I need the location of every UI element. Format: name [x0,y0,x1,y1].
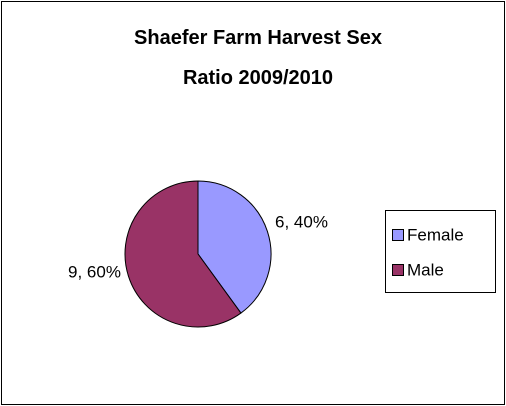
legend-label: Male [407,260,444,279]
chart-title: Shaefer Farm Harvest Sex Ratio 2009/2010 [134,27,382,89]
legend-label: Female [407,225,464,244]
data-label: 9, 60% [68,263,121,282]
legend-box [385,210,496,293]
data-label: 6, 40% [275,212,328,231]
pie-slice [124,180,242,328]
legend-swatch [392,229,404,241]
pie-slice [197,180,272,314]
legend-swatch [392,264,404,276]
